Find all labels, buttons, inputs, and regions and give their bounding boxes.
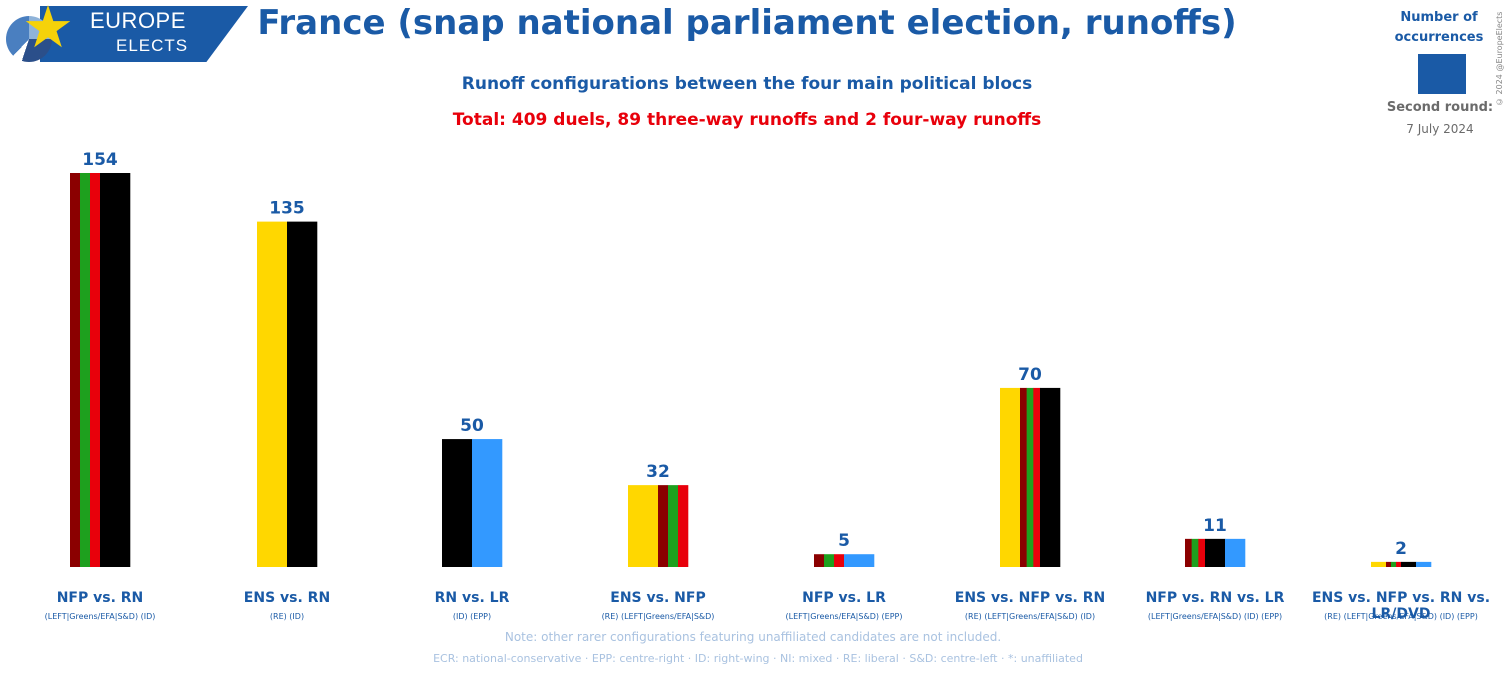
bar-value-label: 32 xyxy=(646,462,670,482)
category-label: ENS vs. NFP xyxy=(610,590,706,606)
category-sublabel: (LEFT|Greens/EFA|S&D) (ID) (EPP) xyxy=(1147,612,1283,621)
category-label: ENS vs. NFP vs. RN vs. LR/DVD xyxy=(1311,590,1491,622)
category-label: ENS vs. RN xyxy=(243,590,331,606)
bar-segment-nfp xyxy=(824,554,835,567)
category-label: ENS vs. NFP vs. RN xyxy=(954,590,1106,606)
logo-text-line2: ELECTS xyxy=(116,36,189,55)
bar-segment-rn xyxy=(1040,387,1061,567)
bar-segment-nfp xyxy=(678,485,689,567)
total-summary: Total: 409 duels, 89 three-way runoffs a… xyxy=(452,110,1042,130)
bar-segment-nfp xyxy=(668,485,679,567)
bar-segment-nfp xyxy=(1020,387,1027,567)
category-sublabel: (LEFT|Greens/EFA|S&D) (ID) xyxy=(44,612,156,621)
bar-segment-lr xyxy=(1416,561,1432,567)
bar-segment-nfp xyxy=(1026,387,1034,567)
category-label: NFP vs. RN xyxy=(56,590,144,606)
bar-segment-nfp xyxy=(70,173,81,567)
bar-value-label: 70 xyxy=(1018,365,1042,385)
legend-round-label: Second round: xyxy=(1386,100,1494,115)
legend-swatch xyxy=(1418,54,1466,94)
footnote: Note: other rarer configurations featuri… xyxy=(504,630,1002,644)
bar-segment-lr xyxy=(472,439,503,567)
bar-value-label: 135 xyxy=(269,199,305,219)
bar-value-label: 2 xyxy=(1395,539,1407,559)
bar-segment-nfp xyxy=(1396,561,1402,567)
bar-segment-nfp xyxy=(1033,387,1041,567)
category-sublabel: (RE) (LEFT|Greens/EFA|S&D) (ID) xyxy=(964,612,1096,621)
bar-segment-ens xyxy=(628,485,659,567)
bar-segment-ens xyxy=(1371,561,1387,567)
bar-segment-nfp xyxy=(1185,538,1192,567)
logo-banner xyxy=(40,6,248,62)
bar-segment-nfp xyxy=(658,485,669,567)
bar-segment-nfp xyxy=(80,173,91,567)
bar-segment-ens xyxy=(1000,387,1021,567)
bar-segment-rn xyxy=(287,221,318,567)
category-label: RN vs. LR xyxy=(434,590,510,606)
bar-segment-rn xyxy=(442,439,473,567)
bar-segment-rn xyxy=(1401,561,1417,567)
category-sublabel: (RE) (LEFT|Greens/EFA|S&D) xyxy=(601,612,715,621)
bar-segment-lr xyxy=(1225,538,1246,567)
bar-value-label: 154 xyxy=(82,150,118,170)
bar-segment-nfp xyxy=(90,173,101,567)
europe-elects-logo: ★ EUROPE ELECTS xyxy=(0,0,250,64)
category-sublabel: (ID) (EPP) xyxy=(452,612,492,621)
category-sublabel: (RE) (LEFT|Greens/EFA|S&D) (ID) (EPP) xyxy=(1324,612,1478,621)
category-label: NFP vs. LR xyxy=(802,590,886,606)
bar-value-label: 50 xyxy=(460,416,484,436)
bar-segment-rn xyxy=(1205,538,1226,567)
logo-text-line1: EUROPE xyxy=(90,8,186,33)
bar-segment-lr xyxy=(844,554,875,567)
bar-segment-rn xyxy=(100,173,131,567)
bar-value-label: 5 xyxy=(838,531,850,551)
bar-segment-nfp xyxy=(1198,538,1206,567)
logo-pie-icon xyxy=(6,16,52,62)
chart-subtitle: Runoff configurations between the four m… xyxy=(461,74,1033,94)
bar-segment-nfp xyxy=(1191,538,1199,567)
category-sublabel: (RE) (ID) xyxy=(269,612,305,621)
bar-segment-nfp xyxy=(834,554,845,567)
bar-segment-ens xyxy=(257,221,288,567)
legend-title: Number of occurrences xyxy=(1394,10,1484,45)
bar-segment-nfp xyxy=(1386,561,1392,567)
bar-segment-nfp xyxy=(814,554,825,567)
category-label: NFP vs. RN vs. LR xyxy=(1145,590,1285,606)
bar-segment-nfp xyxy=(1391,561,1397,567)
category-sublabel: (LEFT|Greens/EFA|S&D) (EPP) xyxy=(785,612,903,621)
chart-title: France (snap national parliament electio… xyxy=(257,3,1237,43)
abbreviation-legend: ECR: national-conservative · EPP: centre… xyxy=(433,652,1083,665)
bar-value-label: 11 xyxy=(1203,516,1227,536)
logo-star-icon: ★ xyxy=(22,0,74,61)
legend-date: 7 July 2024 xyxy=(1406,122,1474,136)
